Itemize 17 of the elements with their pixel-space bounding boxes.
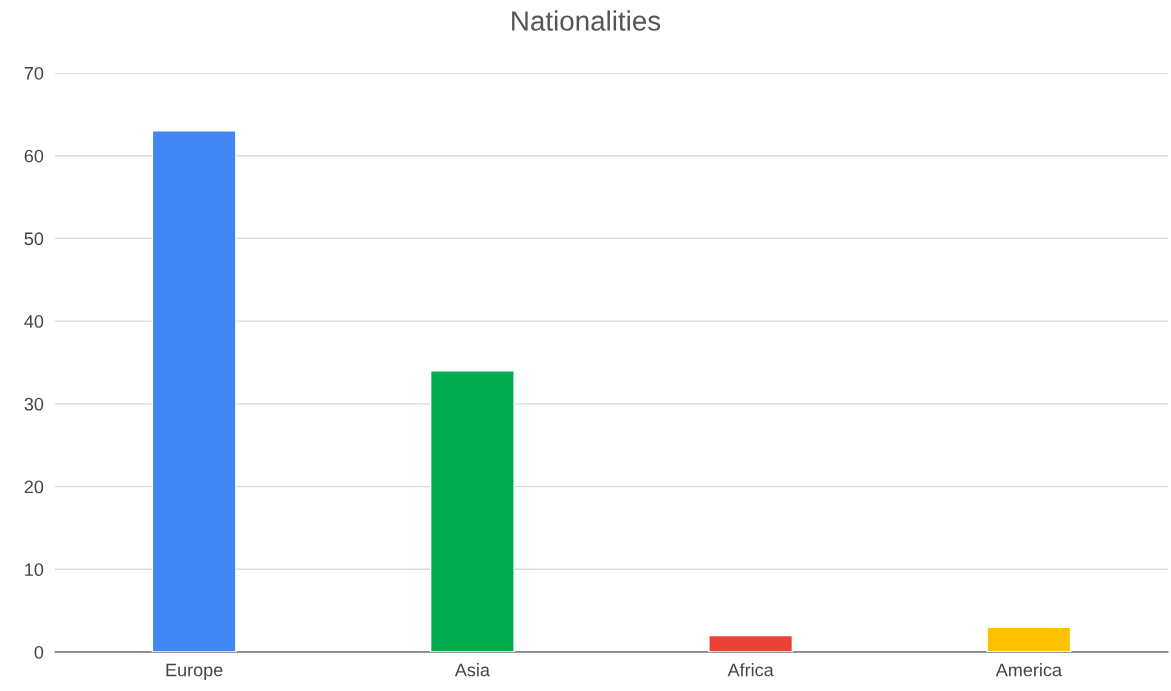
bar <box>429 370 515 652</box>
y-tick-label: 10 <box>25 563 44 577</box>
y-tick-label: 30 <box>24 397 44 411</box>
y-tick-label: 50 <box>24 232 44 246</box>
x-tick-label: Africa <box>727 663 774 677</box>
bar <box>708 634 794 652</box>
x-tick-label: Europe <box>166 663 223 680</box>
bar <box>151 130 237 652</box>
y-tick-label: 60 <box>24 149 44 163</box>
y-tick-label: 20 <box>24 480 44 494</box>
y-tick-label: 40 <box>24 315 44 328</box>
chart-title: Nationalities <box>512 10 661 31</box>
x-tick-label: America <box>995 663 1062 677</box>
y-tick-label: 70 <box>24 66 44 80</box>
y-tick-label: 0 <box>34 645 44 659</box>
bar <box>986 626 1072 652</box>
x-tick-label: Asia <box>454 663 490 677</box>
